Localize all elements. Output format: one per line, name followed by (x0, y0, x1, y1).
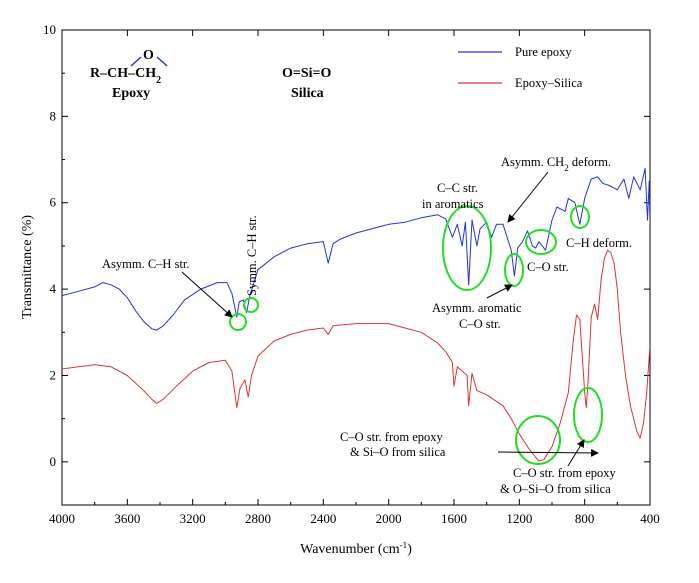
x-tick-label: 1600 (441, 511, 467, 526)
arrow-si-o (497, 448, 599, 457)
highlight-aromatic-co (504, 253, 524, 287)
annotation-cc-line1: C–C str. (437, 181, 478, 195)
highlight-cc-aromatics (442, 205, 492, 291)
annotation-ch2-deform: Asymm. CH2 deform. (501, 155, 611, 173)
legend-label-epoxy-silica: Epoxy–Silica (515, 76, 583, 90)
annotation-arrows (181, 171, 599, 467)
series-line-pure-epoxy (62, 167, 650, 331)
highlight-o-si-o (573, 387, 603, 443)
epoxy-oxygen: O (143, 48, 154, 63)
arrow-aromatic-co (486, 284, 513, 299)
x-tick-label: 1200 (506, 511, 532, 526)
epoxy-name: Epoxy (112, 86, 150, 101)
highlight-co-str (525, 229, 557, 255)
highlight-ellipses (229, 205, 603, 465)
x-tick-label: 800 (575, 511, 595, 526)
highlight-sym-ch (243, 297, 259, 313)
y-tick-label: 2 (50, 367, 57, 382)
series-layer (62, 167, 650, 462)
y-tick-label: 4 (50, 281, 57, 296)
arrow-ch2-deform (507, 171, 549, 223)
highlight-ch-deform (570, 205, 590, 229)
x-tick-label: 3200 (180, 511, 206, 526)
epoxy-formula: R–CH–CH2 (90, 66, 161, 86)
x-tick-label: 3600 (114, 511, 140, 526)
annotation-co-osi-line1: C–O str. from epoxy (513, 466, 617, 480)
annotation-co-si-line1: C–O str. from epoxy (340, 430, 444, 444)
y-tick-label: 6 (50, 195, 57, 210)
epoxy-ring-bond-right (156, 56, 168, 67)
annotation-co-str: C–O str. (527, 260, 569, 274)
epoxy-ring-bond-left (130, 56, 142, 67)
y-tick-label: 0 (50, 454, 57, 469)
x-tick-label: 400 (640, 511, 660, 526)
annotation-aromatic-co-line1: Asymm. aromatic (432, 301, 522, 315)
annotation-asym-ch: Asymm. C–H str. (102, 257, 190, 271)
annotation-co-osi-line2: & O–Si–O from silica (500, 482, 611, 496)
axis-ticks: 4000 3600 3200 2800 2400 2000 1600 1200 800 40002… (43, 22, 660, 526)
annotation-cc-line2: in aromatics (422, 197, 484, 211)
arrow-o-si-o (567, 439, 585, 467)
highlight-si-o (515, 415, 561, 465)
legend: Pure epoxy Epoxy–Silica (458, 45, 583, 90)
annotation-ch-deform: C–H deform. (566, 236, 632, 250)
x-tick-label: 2400 (310, 511, 336, 526)
x-tick-label: 2800 (245, 511, 271, 526)
legend-label-pure-epoxy: Pure epoxy (515, 45, 572, 59)
annotations: Asymm. C–H str. Symm. C–H str. C–C str. … (102, 155, 632, 496)
epoxy-structure: O R–CH–CH2 Epoxy (90, 48, 168, 101)
highlight-asym-ch (229, 313, 247, 331)
y-axis-title: Transmittance (%) (20, 215, 35, 319)
arrow-asym-ch (181, 271, 233, 318)
y-tick-label: 8 (50, 108, 57, 123)
x-axis-title: Wavenumber (cm-1) (300, 540, 412, 557)
x-tick-label: 2000 (376, 511, 402, 526)
annotation-sym-ch: Symm. C–H str. (245, 215, 259, 296)
y-tick-label: 10 (43, 22, 56, 37)
series-line-epoxy-silica (62, 249, 650, 462)
silica-name: Silica (291, 86, 324, 101)
silica-structure: O=Si=O Silica (282, 66, 332, 101)
x-tick-label: 4000 (49, 511, 75, 526)
silica-formula: O=Si=O (282, 66, 332, 81)
annotation-aromatic-co-line2: C–O str. (459, 317, 501, 331)
annotation-co-si-line2: & Si–O from silica (350, 445, 446, 459)
